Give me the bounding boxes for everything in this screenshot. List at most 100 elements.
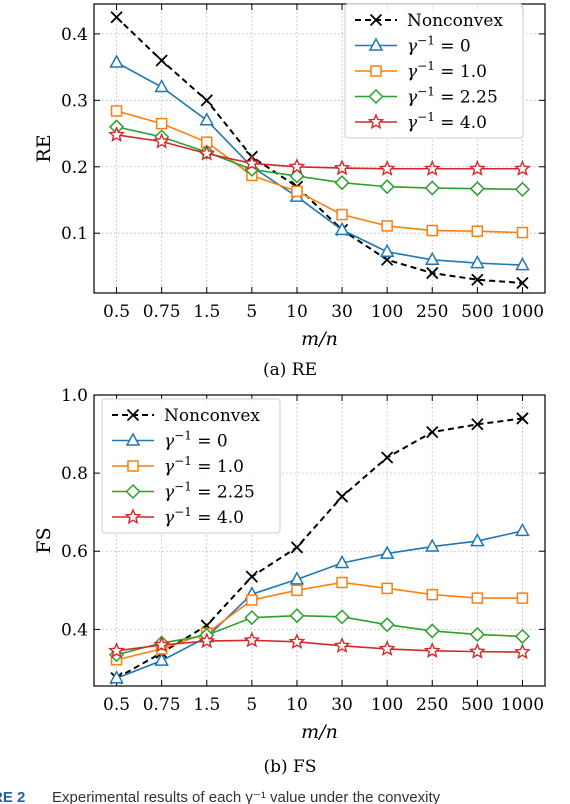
series-4 [108,126,531,176]
data-point [198,144,216,161]
x-tick-label: 0.75 [143,695,181,715]
data-point [154,652,169,666]
data-point [423,159,441,176]
legend-label: γ−1 = 0 [164,429,228,452]
data-point [336,208,348,221]
series-line [116,110,523,234]
series-line [116,134,523,170]
data-point [379,243,395,258]
data-point [516,226,529,239]
data-point [379,545,395,559]
legend-label: γ−1 = 4.0 [407,110,487,133]
figure-caption-text: Experimental results of each γ⁻¹ value u… [52,789,441,804]
x-tick-label: 30 [331,695,353,715]
y-tick-label: 0.4 [61,620,88,640]
data-point [381,220,393,232]
plot-frame [93,3,546,294]
data-point [243,631,261,648]
data-point [514,181,531,197]
data-point [468,642,486,659]
data-point [424,538,440,552]
data-point [426,224,438,237]
data-point [470,255,485,269]
data-point [155,117,168,130]
legend: Nonconvex γ−1 = 0γ−1 = 1.0 γ−1 = 2.25γ−1 =… [101,398,281,534]
figure-caption: RE 2 Experimental results of each γ⁻¹ va… [0,789,441,804]
legend-label: Nonconvex [407,11,503,31]
x-axis-title: m/n [301,328,338,350]
legend-box [101,398,281,534]
legend-label: Nonconvex [164,406,260,426]
data-point [424,623,440,639]
data-point [471,225,484,237]
legend-label: γ−1 = 1.0 [164,454,244,477]
data-point [379,179,395,195]
legend-marker [368,88,384,105]
legend-marker [127,460,139,472]
data-point [334,175,350,191]
series-1 [109,522,530,684]
data-point [198,632,216,649]
legend: Nonconvex γ−1 = 0γ−1 = 1.0 γ−1 = 2.25γ−1 =… [344,3,524,139]
data-point [514,159,531,176]
data-point [423,642,441,658]
data-point [334,609,350,625]
data-point [109,54,124,68]
data-point [245,570,258,583]
x-tick-label: 100 [371,695,403,715]
legend-marker [126,408,140,422]
data-point [378,640,396,657]
x-tick-label: 10 [286,695,308,715]
data-point [333,159,351,176]
x-tick-label: 500 [461,695,493,715]
y-tick-label: 0.3 [61,91,88,111]
fs-chart-caption: (b) FS [264,757,317,777]
x-tick-label: 1000 [501,695,544,715]
data-point [381,582,393,595]
y-tick-label: 0.8 [61,464,88,484]
x-tick-label: 0.5 [103,695,130,715]
data-point [333,636,351,653]
legend-label: γ−1 = 4.0 [164,505,244,528]
data-point [153,132,171,149]
series-line [115,16,523,285]
series-line [116,614,523,656]
series-line [116,530,523,679]
y-tick-label: 0.4 [61,25,88,45]
data-point [514,643,531,660]
data-point [470,533,485,547]
data-point [110,105,123,117]
data-point [516,592,529,604]
legend-marker [370,65,382,77]
data-point [153,636,171,653]
legend-marker [125,483,141,500]
y-tick-label: 1.0 [61,386,88,406]
data-point [426,266,439,280]
data-point [244,610,260,626]
data-point [426,425,439,439]
data-point [515,257,530,271]
legend-label: γ−1 = 1.0 [407,59,487,82]
data-point [155,54,168,67]
y-axis-title: RE [33,134,55,162]
x-tick-label: 30 [331,302,353,322]
x-tick-label: 0.75 [143,302,181,322]
data-point [334,221,350,236]
y-axis-title: FS [33,527,55,553]
data-point [289,608,305,624]
legend-label: γ−1 = 0 [407,34,471,57]
x-tick-label: 1.5 [193,695,220,715]
re-chart-caption: (a) RE [263,360,317,380]
legend-marker [368,37,384,51]
data-point [424,251,440,266]
x-tick-label: 0.5 [103,302,130,322]
x-tick-label: 500 [461,302,493,322]
x-tick-label: 5 [246,695,257,715]
data-point [515,522,530,537]
data-point [110,11,123,24]
data-point [108,642,125,658]
data-point [336,576,348,589]
data-point [246,594,258,606]
x-tick-label: 250 [416,695,448,715]
